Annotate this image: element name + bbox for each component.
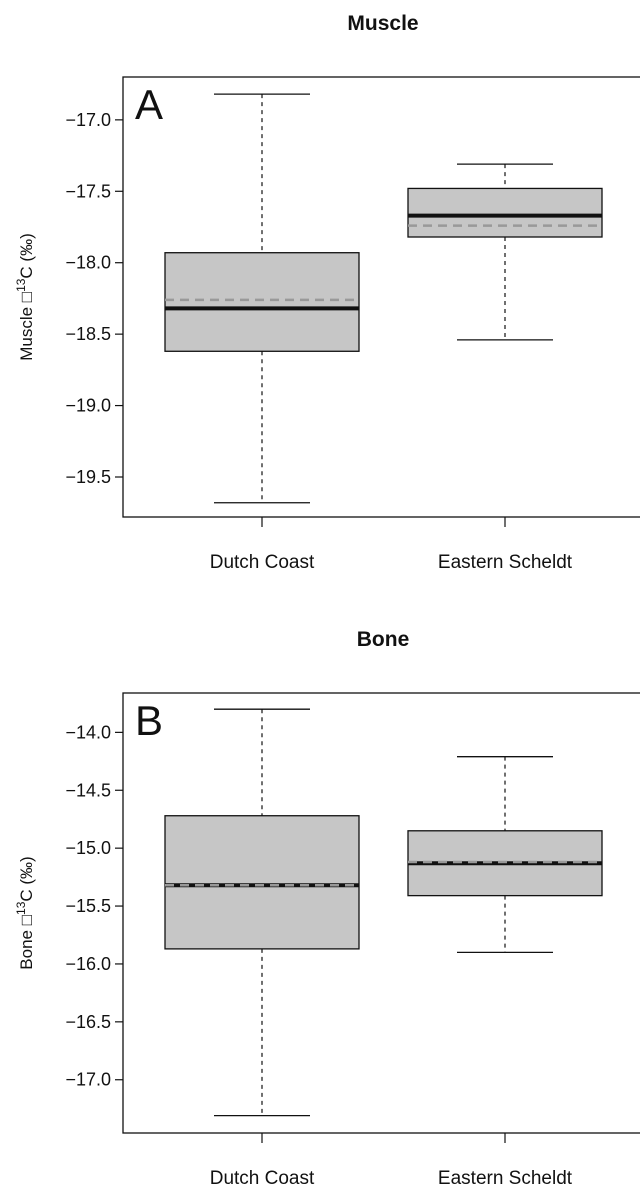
chart-title: Muscle — [347, 12, 418, 35]
ylabel-prefix: Muscle — [17, 302, 36, 361]
y-tick-label: −17.0 — [65, 110, 111, 130]
y-tick-label: −17.0 — [65, 1070, 111, 1090]
y-tick-label: −18.0 — [65, 253, 111, 273]
ylabel-suffix: C (‰) — [17, 856, 36, 901]
y-tick-label: −16.5 — [65, 1012, 111, 1032]
chart-title: Bone — [357, 628, 410, 651]
y-tick-label: −19.0 — [65, 396, 111, 416]
box-dutch-coast — [164, 93, 360, 504]
box-eastern-scheldt — [407, 163, 603, 341]
ylabel-prefix: Bone — [17, 925, 36, 969]
panel-label: A — [135, 81, 163, 128]
y-tick-label: −15.5 — [65, 896, 111, 916]
ylabel-superscript: 13 — [14, 278, 28, 292]
box-dutch-coast — [164, 708, 360, 1117]
y-tick-label: −17.5 — [65, 181, 111, 201]
box-eastern-scheldt — [407, 756, 603, 954]
y-tick-label: −14.5 — [65, 780, 111, 800]
iqr-box — [164, 252, 360, 352]
x-category-label: Dutch Coast — [210, 552, 315, 573]
iqr-box — [164, 815, 360, 950]
panel-label: B — [135, 697, 163, 744]
ylabel-symbol: □ — [17, 292, 36, 302]
y-axis-title: Muscle □13C (‰) — [14, 233, 36, 361]
plot-frame — [122, 692, 640, 1134]
y-tick-label: −18.5 — [65, 324, 111, 344]
ylabel-superscript: 13 — [14, 901, 28, 915]
y-tick-label: −14.0 — [65, 722, 111, 742]
ylabel-symbol: □ — [17, 915, 36, 925]
ylabel-suffix: C (‰) — [17, 233, 36, 278]
x-category-label: Dutch Coast — [210, 1168, 315, 1188]
x-category-label: Eastern Scheldt — [438, 552, 573, 573]
plot-frame — [122, 76, 640, 518]
y-tick-label: −16.0 — [65, 954, 111, 974]
panel-a: Muscle A −17.0 −17.5 −18.0 −18.5 −19.0 −19.5 Mus… — [14, 12, 640, 573]
x-category-label: Eastern Scheldt — [438, 1168, 573, 1188]
iqr-box — [407, 187, 603, 238]
panel-b: Bone B −14.0 −14.5 −15.0 −15.5 −16.0 −16.5 −17.0… — [14, 628, 640, 1188]
y-tick-label: −15.0 — [65, 838, 111, 858]
y-axis-title: Bone □13C (‰) — [14, 856, 36, 969]
y-tick-label: −19.5 — [65, 467, 111, 487]
